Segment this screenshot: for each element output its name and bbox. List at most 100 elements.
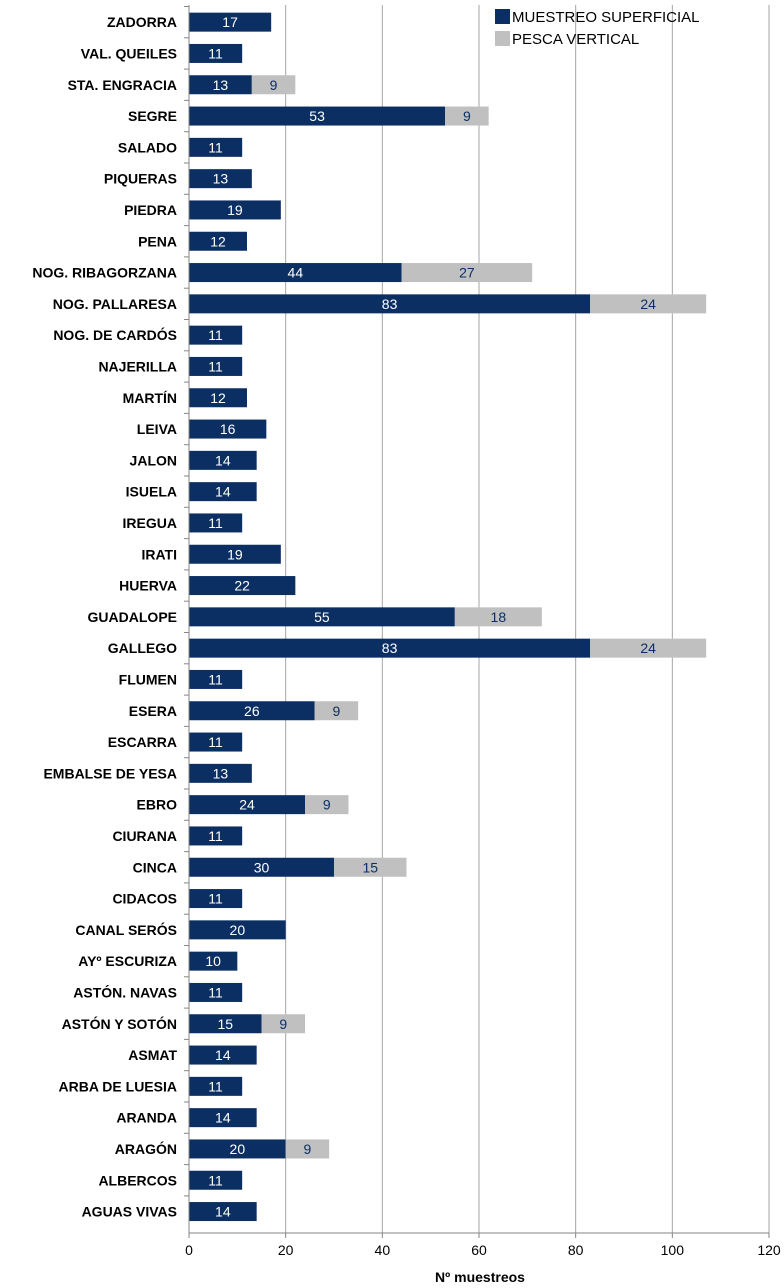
bar-muestreo-superficial — [189, 857, 334, 877]
data-label: 53 — [309, 108, 325, 124]
bar-muestreo-superficial — [189, 1202, 257, 1222]
bar-muestreo-superficial — [189, 106, 446, 126]
bar-pesca-vertical — [590, 638, 707, 658]
category-label: IRATI — [141, 546, 177, 562]
category-label: IREGUA — [123, 515, 177, 531]
category-label: CINCA — [133, 859, 177, 875]
data-label: 11 — [208, 139, 223, 155]
data-label: 17 — [222, 14, 238, 30]
category-label: SALADO — [118, 139, 177, 155]
category-label: ISUELA — [126, 484, 177, 500]
category-label: ARAGÓN — [115, 1140, 177, 1157]
data-label: 13 — [213, 765, 229, 781]
data-label: 14 — [215, 484, 231, 500]
data-label: 20 — [230, 922, 246, 938]
category-label: NAJERILLA — [98, 358, 177, 374]
bar-muestreo-superficial — [189, 544, 281, 564]
data-label: 12 — [210, 390, 226, 406]
bar-pesca-vertical — [251, 75, 296, 95]
bar-muestreo-superficial — [189, 294, 591, 314]
bar-pesca-vertical — [314, 701, 359, 721]
bar-muestreo-superficial — [189, 1108, 257, 1128]
bar-muestreo-superficial — [189, 982, 243, 1002]
category-label: CIURANA — [112, 828, 177, 844]
legend-label: MUESTREO SUPERFICIAL — [512, 9, 700, 26]
category-label: CANAL SERÓS — [75, 921, 177, 938]
category-labels: ZADORRA VAL. QUEILES STA. ENGRACIA SEGRE SAL… — [32, 14, 177, 1219]
data-label: 20 — [230, 1141, 246, 1157]
category-label: AYº ESCURIZA — [78, 953, 177, 969]
bar-muestreo-superficial — [189, 75, 252, 95]
data-label: 14 — [215, 1047, 231, 1063]
data-label: 83 — [382, 296, 398, 312]
category-label: GALLEGO — [108, 640, 177, 656]
data-label: 14 — [215, 452, 231, 468]
data-label: 12 — [210, 233, 226, 249]
bar-muestreo-superficial — [189, 607, 455, 627]
bar-muestreo-superficial — [189, 388, 247, 408]
bar-pesca-vertical — [445, 106, 489, 126]
data-label: 24 — [239, 797, 255, 813]
bar-muestreo-superficial — [189, 1139, 286, 1159]
category-label: ESCARRA — [108, 734, 177, 750]
category-label: PIQUERAS — [104, 171, 177, 187]
bar-muestreo-superficial — [189, 263, 402, 283]
legend-label: PESCA VERTICAL — [512, 31, 639, 48]
bar-muestreo-superficial — [189, 576, 296, 596]
category-label: EBRO — [137, 797, 178, 813]
data-label: 15 — [217, 1016, 233, 1032]
bar-muestreo-superficial — [189, 920, 286, 940]
data-label: 9 — [323, 797, 331, 813]
category-label: VAL. QUEILES — [81, 45, 177, 61]
bar-muestreo-superficial — [189, 732, 243, 752]
bar-muestreo-superficial — [189, 356, 243, 376]
data-label: 9 — [270, 77, 278, 93]
bar-pesca-vertical — [590, 294, 707, 314]
bar-muestreo-superficial — [189, 200, 281, 220]
bar-muestreo-superficial — [189, 763, 252, 783]
legend-swatch — [495, 9, 510, 24]
bar-muestreo-superficial — [189, 450, 257, 470]
data-label: 18 — [491, 609, 507, 625]
bar-muestreo-superficial — [189, 795, 305, 815]
category-label: CIDACOS — [112, 891, 177, 907]
bar-muestreo-superficial — [189, 1045, 257, 1065]
category-label: ASMAT — [128, 1047, 177, 1063]
category-label: GUADALOPE — [88, 609, 177, 625]
data-label: 55 — [314, 609, 330, 625]
bar-muestreo-superficial — [189, 12, 272, 32]
data-label: 19 — [227, 546, 243, 562]
x-tick-label: 20 — [278, 1242, 294, 1258]
category-label: LEIVA — [137, 421, 177, 437]
legend: MUESTREO SUPERFICIAL PESCA VERTICAL — [495, 9, 700, 48]
bar-muestreo-superficial — [189, 1014, 262, 1034]
bar-pesca-vertical — [285, 1139, 330, 1159]
bar-muestreo-superficial — [189, 513, 243, 533]
data-label: 13 — [213, 171, 229, 187]
data-label: 14 — [215, 1110, 231, 1126]
data-label: 19 — [227, 202, 243, 218]
bar-pesca-vertical — [305, 795, 349, 815]
data-label: 22 — [234, 578, 250, 594]
bar-muestreo-superficial — [189, 169, 252, 189]
bar-pesca-vertical — [261, 1014, 305, 1034]
bar-muestreo-superficial — [189, 669, 243, 689]
category-label: PIEDRA — [124, 202, 177, 218]
category-label: ESERA — [129, 703, 177, 719]
data-label: 9 — [304, 1141, 312, 1157]
data-label: 11 — [208, 734, 223, 750]
data-label: 14 — [215, 1204, 231, 1220]
data-label: 16 — [220, 421, 236, 437]
category-label: ASTÓN Y SOTÓN — [62, 1015, 177, 1032]
bar-muestreo-superficial — [189, 826, 243, 846]
data-label: 11 — [208, 1078, 223, 1094]
data-label: 26 — [244, 703, 260, 719]
bar-muestreo-superficial — [189, 951, 238, 971]
category-label: STA. ENGRACIA — [68, 77, 177, 93]
x-tick-label: 80 — [568, 1242, 584, 1258]
data-label: 83 — [382, 640, 398, 656]
data-label: 9 — [333, 703, 341, 719]
x-tick-label: 40 — [375, 1242, 391, 1258]
